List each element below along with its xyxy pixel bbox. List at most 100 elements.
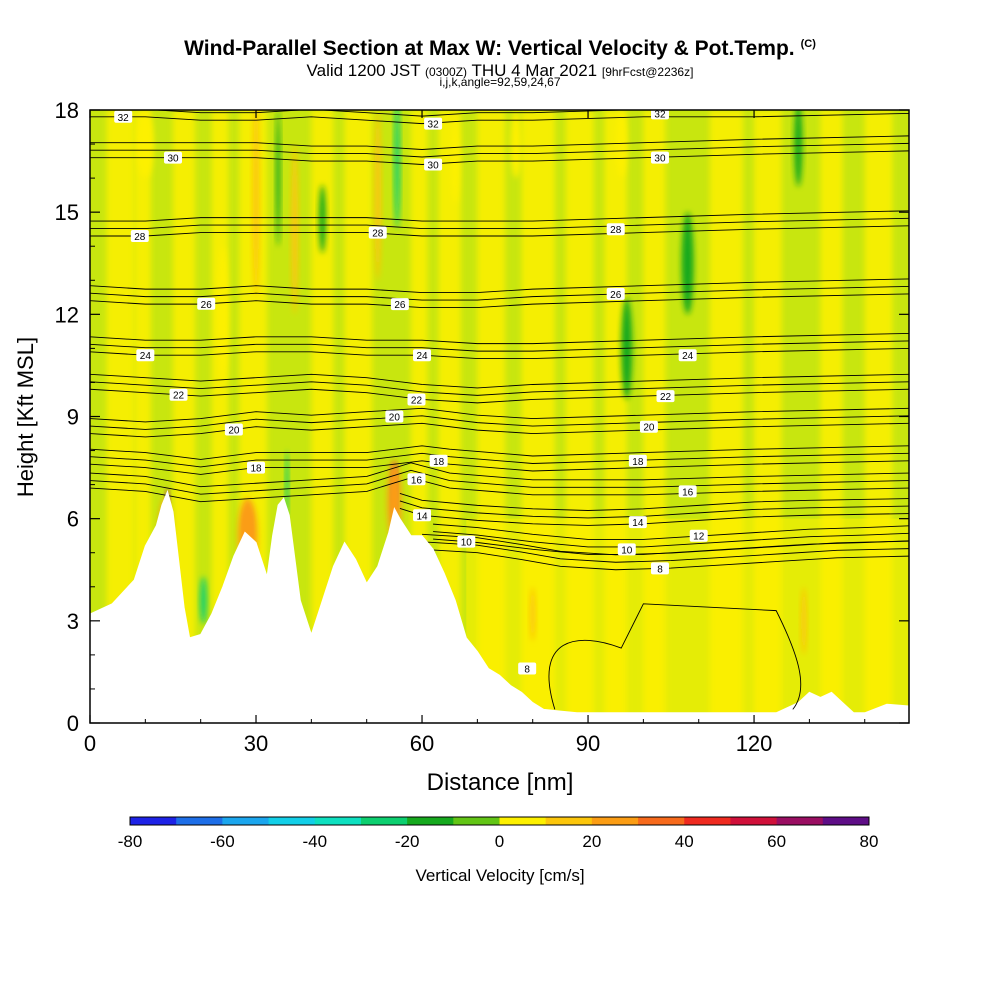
contour-label: 24 [678,349,697,362]
band-rect [438,110,461,723]
contour-labels: 8 10 14 16 18 20 22 24 26 28 30 32 32 32 30 30 28 28 26 26 2… [114,107,708,676]
contour-label-text: 32 [654,109,666,120]
contour-label: 26 [390,298,409,311]
contour-label-bg [650,151,669,164]
y-tick-label: 15 [55,200,79,225]
contour-label: 12 [689,529,708,543]
y-tick-label: 9 [67,405,79,430]
y-tick-label: 18 [55,98,79,123]
w-feature [794,110,803,187]
contour-label-bg [413,349,432,362]
colorbar-swatch [222,817,270,825]
w-feature [318,184,327,254]
w-feature [374,110,382,281]
contour-label-text: 22 [173,391,185,402]
colorbar-swatch [730,817,778,825]
colorbar-swatch [407,817,454,825]
contour-label-bg [164,151,183,164]
contour-label-bg [169,388,188,401]
contour-label-text: 10 [621,545,633,556]
contour-label-bg [407,473,426,486]
contour-label-bg [656,390,675,403]
contour-label: 26 [606,287,625,301]
lowlevel-band [466,518,909,723]
contour-label-text: 24 [140,351,152,362]
contour-label-text: 14 [632,518,644,529]
contour-label-text: 8 [657,564,663,575]
contour-label: 20 [639,420,658,434]
contour-label: 18 [628,454,647,468]
contour-label-text: 22 [411,395,423,406]
contour-label-bg [114,110,133,123]
isentrope-line [90,445,909,460]
contour-label-text: 20 [643,423,655,434]
contour-label-bg [413,509,432,522]
contour-label-text: 16 [682,487,694,498]
isentrope-line [90,462,909,488]
contour-label-text: 20 [228,425,240,436]
isentrope-line [399,500,909,519]
isentrope-line [90,477,909,503]
contour-label: 18 [247,461,266,475]
isentrope-line [90,373,909,389]
isentrope-line [90,142,909,158]
contour-label-text: 30 [167,154,179,165]
isentrope-line [90,452,909,468]
colorbar-swatch [499,817,547,825]
contour-label-bg [247,461,266,474]
w-feature [275,110,281,247]
colorbar-tick-label: 60 [767,832,786,851]
isentrope-line [90,98,909,108]
contour-label: 30 [424,158,443,171]
contour-label: 28 [368,226,387,240]
contour-label-text: 26 [201,300,213,311]
y-tick-label: 0 [67,711,79,736]
colorbar-swatch [314,817,362,825]
chart-subtitle: Valid 1200 JST (0300Z) THU 4 Mar 2021 [9… [306,61,694,80]
contour-label-text: 22 [660,392,672,403]
y-axis-label: Height [Kft MSL] [13,337,38,497]
contour-label-text: 14 [416,511,428,522]
terrain [90,489,909,723]
contour-label: 14 [413,509,432,522]
isentrope-line [90,422,909,438]
axes: 0 30 60 90 120 0 3 6 9 12 15 18 [55,98,910,756]
contour-label-bg [606,287,625,300]
isentrope-line [433,531,909,548]
x-tick-label: 30 [244,731,268,756]
colorbar-swatch [176,817,223,825]
colorbar-tick-label: -20 [395,832,420,851]
contour-label-text: 24 [416,351,428,362]
isentrope-line [90,460,909,475]
colorbar-swatch [453,817,500,825]
contour-label: 22 [656,390,675,403]
isentrope-line [90,332,909,345]
contour-label: 22 [169,388,188,402]
contour-label-text: 8 [524,665,530,676]
contour-label: 16 [678,485,697,498]
colorbar-label: Vertical Velocity [cm/s] [415,866,584,885]
isentrope-line [90,210,909,222]
contour-label-bg [678,349,697,362]
contour-label-bg [424,117,443,130]
band-rect [311,110,334,723]
w-feature [291,144,299,315]
contour-label-text: 32 [428,120,440,131]
contour-label-bg [224,423,243,436]
w-feature [451,118,460,204]
contour-label: 26 [197,297,216,311]
w-feature [615,110,627,179]
isentrope-line [90,135,909,150]
contour-label-text: 26 [394,300,406,311]
contour-label: 32 [424,117,443,131]
colorbar-tick-label: 0 [495,832,504,851]
contour-label-bg [385,410,404,423]
isentrope-line [90,340,909,352]
contour-label-text: 20 [389,413,401,424]
contour-label: 30 [650,151,669,165]
isentrope-line [90,469,909,495]
colorbar-swatch [360,817,408,825]
colorbar-swatch [822,817,870,825]
contour-label-bg [429,454,448,467]
